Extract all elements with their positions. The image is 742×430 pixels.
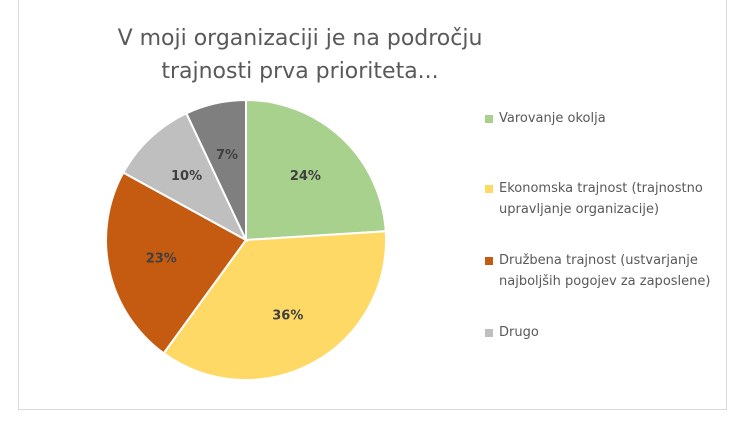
data-label: 10% — [171, 169, 202, 184]
legend-item: Družbena trajnost (ustvarjanje najboljši… — [485, 250, 725, 292]
legend-item: Ekonomska trajnost (trajnostno upravljan… — [485, 178, 725, 220]
legend-swatch — [485, 115, 493, 123]
chart-frame — [18, 0, 727, 410]
legend-label: Družbena trajnost (ustvarjanje najboljši… — [499, 253, 711, 289]
pie-slice — [121, 111, 249, 243]
legend-label: Ekonomska trajnost (trajnostno upravljan… — [499, 181, 703, 217]
legend-label: Drugo — [499, 325, 539, 340]
legend-label: Varovanje okolja — [499, 111, 606, 126]
data-label: 23% — [146, 251, 177, 266]
data-label: 36% — [272, 309, 303, 324]
pie-slice — [105, 171, 248, 355]
legend-swatch — [485, 329, 493, 337]
data-label: 24% — [290, 169, 321, 184]
legend-swatch — [485, 257, 493, 265]
legend-item: Varovanje okolja — [485, 108, 725, 129]
chart-title: V moji organizaciji je na področju trajn… — [117, 26, 483, 84]
legend-swatch — [485, 185, 493, 193]
pie-slice — [245, 98, 387, 242]
data-label: 7% — [216, 148, 238, 163]
pie-slice — [162, 230, 387, 381]
pie-slice — [185, 98, 247, 241]
legend-item: Drugo — [485, 322, 725, 343]
